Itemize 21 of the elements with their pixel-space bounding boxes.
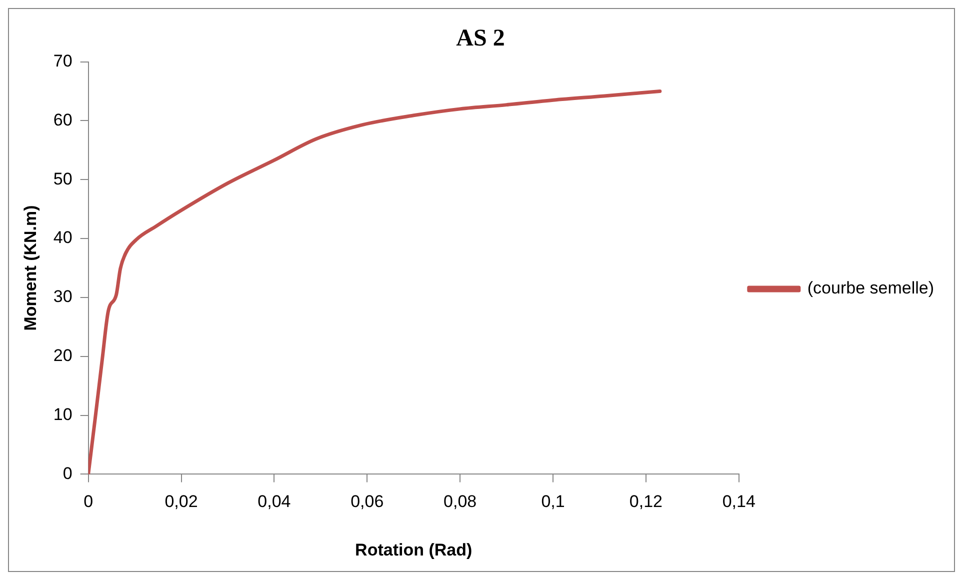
x-tick-label: 0,12 (629, 492, 662, 512)
y-tick-label: 30 (53, 287, 72, 306)
y-tick-label: 10 (53, 404, 72, 424)
x-axis-title: Rotation (Rad) (355, 540, 472, 560)
y-tick-label: 60 (53, 110, 72, 130)
x-tick-label: 0,1 (541, 492, 565, 512)
y-tick-label: 70 (53, 51, 72, 70)
y-axis-title: Moment (KN.m) (20, 205, 40, 331)
x-tick-label: 0 (84, 492, 94, 512)
line-series (88, 90, 662, 474)
y-tick-label: 20 (53, 346, 72, 366)
chart-title: AS 2 (456, 26, 505, 52)
y-tick-label: 0 (62, 464, 72, 483)
legend-label: (courbe semelle) (807, 278, 934, 298)
x-tick-label: 0,08 (444, 492, 477, 512)
y-tick-label: 40 (53, 228, 72, 248)
x-tick-label: 0,06 (350, 492, 384, 512)
x-tick-label: 0,04 (258, 492, 291, 512)
y-tick-label: 50 (53, 169, 72, 188)
x-tick-label: 0,14 (722, 492, 756, 512)
x-tick-label: 0,02 (164, 492, 198, 512)
